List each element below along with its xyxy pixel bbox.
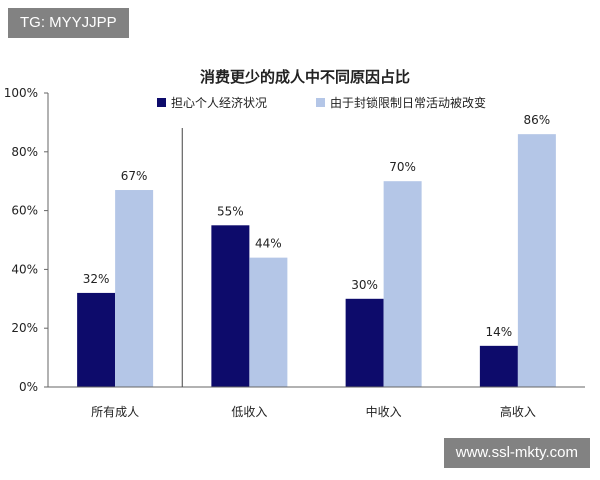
y-tick-label: 40% <box>11 262 38 276</box>
data-label: 44% <box>255 237 282 251</box>
bar-1-0 <box>115 190 154 387</box>
bar-1-1 <box>249 257 288 387</box>
x-tick-label: 低收入 <box>231 405 267 419</box>
legend-label-1: 由于封锁限制日常活动被改变 <box>330 95 486 110</box>
bar-1-2 <box>383 181 422 387</box>
y-tick-label: 20% <box>11 321 38 335</box>
x-tick-label: 中收入 <box>366 404 402 419</box>
legend-swatch-1 <box>316 98 325 107</box>
data-label: 86% <box>524 113 551 127</box>
data-label: 14% <box>486 325 513 339</box>
y-tick-label: 60% <box>11 204 38 218</box>
data-label: 55% <box>217 204 244 218</box>
x-tick-label: 所有成人 <box>91 405 139 419</box>
data-label: 30% <box>351 278 378 292</box>
bar-0-0 <box>77 292 116 387</box>
y-tick-label: 80% <box>11 145 38 159</box>
watermark-bottom-right: www.ssl-mkty.com <box>443 438 590 468</box>
data-label: 67% <box>121 169 148 183</box>
y-axis: 0% 20% 40% 60% 80% 100% <box>4 86 49 394</box>
x-tick-label: 高收入 <box>500 404 536 419</box>
bar-0-2 <box>345 298 384 387</box>
bars-group: 32% 67% 55% 44% 30% 70% 14% 86% <box>77 113 556 387</box>
legend: 担心个人经济状况 由于封锁限制日常活动被改变 <box>157 95 486 110</box>
bar-0-3 <box>479 345 518 387</box>
bar-1-3 <box>517 134 556 387</box>
watermark-top-left: TG: MYYJJPP <box>8 8 129 38</box>
bar-0-1 <box>211 225 250 387</box>
y-tick-label: 0% <box>19 380 38 394</box>
chart-title: 消费更少的成人中不同原因占比 <box>200 68 410 86</box>
data-label: 32% <box>83 272 110 286</box>
y-tick-label: 100% <box>4 86 38 100</box>
legend-swatch-0 <box>157 98 166 107</box>
x-axis: 所有成人 低收入 中收入 高收入 <box>48 128 585 419</box>
legend-label-0: 担心个人经济状况 <box>171 95 267 110</box>
data-label: 70% <box>389 160 416 174</box>
